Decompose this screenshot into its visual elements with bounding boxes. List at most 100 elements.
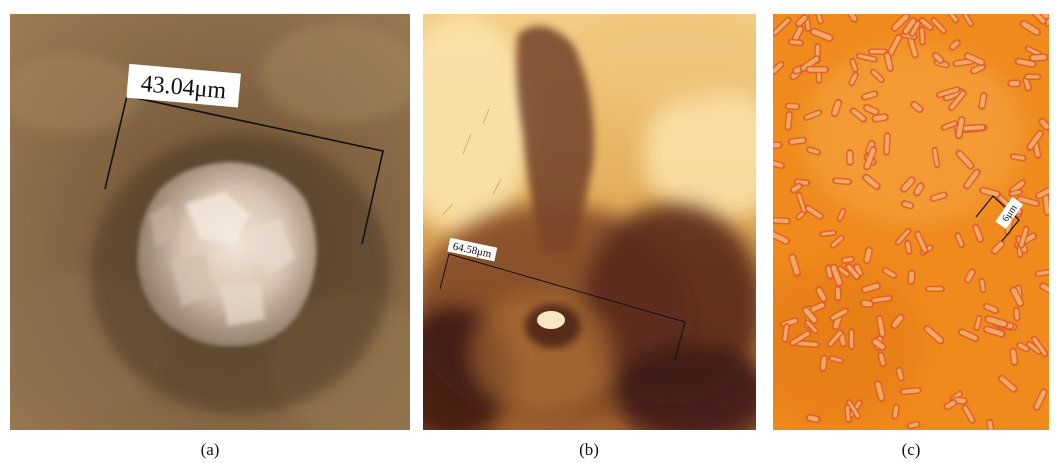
bacterium-rod <box>795 191 808 214</box>
bacterium-rod <box>773 16 792 37</box>
bacterium-rod <box>1039 282 1049 294</box>
caption-b: (b) <box>579 440 599 459</box>
bacterium-rod <box>963 168 981 190</box>
bacterium-rod <box>815 286 828 303</box>
bacterium-rod <box>805 413 821 424</box>
bacterium-rod <box>918 26 926 46</box>
bacterium-rod <box>1026 129 1044 151</box>
scale-label-box-b <box>447 237 498 262</box>
bacterium-rod <box>947 89 967 112</box>
bacterium-rod <box>925 285 945 292</box>
bacterium-rod <box>773 216 791 225</box>
bacterium-rod <box>773 158 786 170</box>
bacterium-rod <box>1009 286 1025 308</box>
bacterium-rod <box>829 234 845 249</box>
bacterium-rod <box>829 263 844 287</box>
bacterium-rod <box>781 323 790 343</box>
bacterium-rod <box>961 404 976 424</box>
bacterium-rod <box>1019 19 1041 37</box>
bacterium-rod <box>982 325 1006 338</box>
bacterium-rod <box>840 255 855 264</box>
bacterium-rod <box>1007 79 1022 88</box>
bacterium-rod <box>984 315 1009 328</box>
bacterium-rod <box>836 265 851 278</box>
bacterium-rod <box>923 324 945 345</box>
bacterium-rod <box>913 182 925 197</box>
scale-label-box-a <box>126 63 241 108</box>
bacterium-rod <box>1041 191 1049 217</box>
bacterium-rod <box>894 227 912 246</box>
bacterium-rod <box>846 149 854 166</box>
bacterium-rod <box>834 285 842 302</box>
bacterium-rod <box>940 120 959 131</box>
bacterium-rod <box>791 24 805 43</box>
caption-a: (a) <box>200 440 220 459</box>
crystal-cluster <box>137 162 317 347</box>
bacterium-rod <box>806 146 822 156</box>
bacterium-rod <box>1032 388 1048 411</box>
bacterium-rod <box>773 141 783 150</box>
bacterium-rod <box>931 51 945 65</box>
bacterium-rod <box>986 418 995 430</box>
bacterium-rod <box>982 302 1000 315</box>
bacterium-rod <box>910 100 924 114</box>
bacterium-rod <box>978 91 988 110</box>
bacterium-rod <box>794 14 809 28</box>
bacterium-rod <box>1025 340 1043 355</box>
bacterium-rod <box>844 403 852 424</box>
bacterium-rod <box>1016 341 1031 353</box>
bacterium-rod <box>1038 117 1049 131</box>
bacterium-rod <box>1016 195 1041 208</box>
bacterium-rod <box>1012 307 1021 322</box>
bacterium-rod <box>904 239 913 255</box>
bacterium-rod <box>957 328 980 343</box>
bacterium-rod <box>935 86 961 99</box>
bacterium-rod <box>844 14 859 23</box>
bacterium-rod <box>907 269 916 286</box>
bacterium-rod <box>826 329 844 348</box>
bacterium-rod <box>809 27 834 42</box>
bacterium-rod <box>918 17 934 31</box>
bacterium-rod <box>883 51 894 73</box>
bacterium-rod <box>954 115 966 140</box>
bacterium-rod <box>784 110 793 131</box>
scale-bar-b <box>439 253 686 360</box>
micrograph-b: 64.58μm <box>423 14 756 430</box>
bacterium-rod <box>930 16 948 35</box>
bacterium-rod <box>963 268 976 284</box>
bacterium-rod <box>914 230 929 254</box>
bacterium-rod <box>863 145 878 171</box>
tissue-mass <box>423 204 756 430</box>
bacterium-rod <box>848 328 855 350</box>
bacterium-rod <box>895 366 905 382</box>
bacterium-rod <box>891 403 900 420</box>
bacterium-rod <box>978 277 987 294</box>
scale-label-box-c <box>995 196 1024 229</box>
bacterium-rod <box>848 71 859 87</box>
bacterium-rod <box>908 20 922 38</box>
bacterium-rod <box>801 306 819 325</box>
bacterium-rod <box>997 374 1018 393</box>
bacterium-rod <box>972 223 985 244</box>
bacterium-rod <box>900 200 915 210</box>
bacterium-rod <box>828 355 845 364</box>
bacterium-rod <box>1031 14 1048 26</box>
bacterium-rod <box>789 329 812 347</box>
bacterium-rod <box>899 176 916 193</box>
bacterium-rod <box>824 264 834 280</box>
bacterium-rod <box>890 313 905 330</box>
bacterium-rod <box>881 266 898 280</box>
bacterium-rod <box>890 14 911 32</box>
panel-b: 64.58μm <box>423 14 756 430</box>
bacterium-rod <box>979 186 1001 199</box>
bacterium-rod <box>819 354 828 372</box>
bacterium-rod <box>1028 53 1049 62</box>
bacterium-rod <box>990 240 1006 255</box>
bacterium-rod <box>902 16 918 36</box>
micrograph-a: 43.04μm <box>10 14 410 430</box>
bacterium-rod <box>1030 335 1049 358</box>
bacterium-rod <box>804 319 819 335</box>
bacterium-rod <box>867 48 888 55</box>
bacterium-rod <box>1009 347 1019 366</box>
bacterium-rod <box>836 207 847 222</box>
